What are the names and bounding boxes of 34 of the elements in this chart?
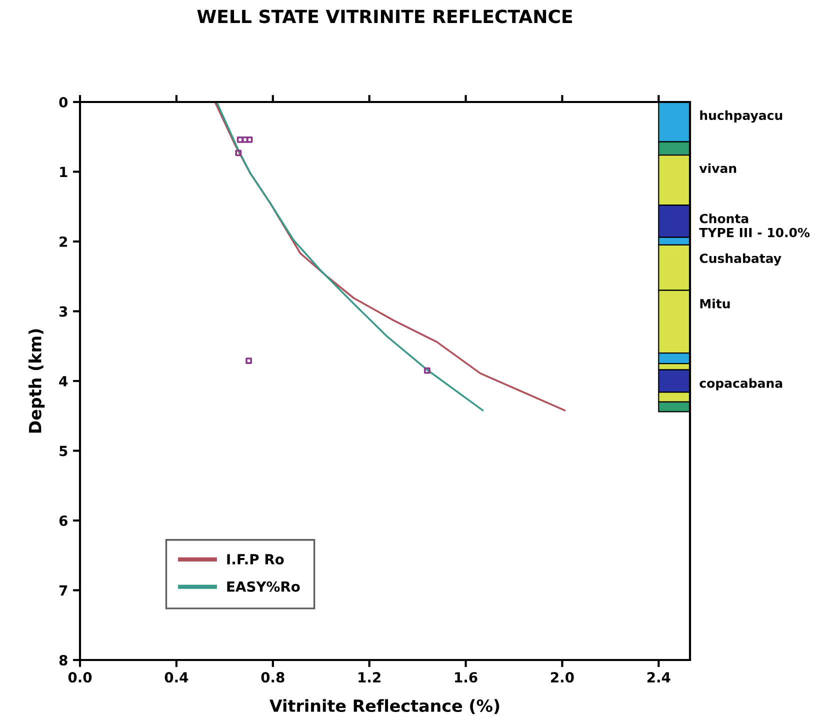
x-tick-label: 2.0 (551, 672, 574, 683)
point (236, 136, 244, 143)
band-label: copacabana (700, 378, 782, 390)
x-tick-label: 0.4 (164, 672, 188, 683)
y-tick-label: 8 (59, 654, 68, 666)
x-tick-label: 0.0 (68, 672, 92, 683)
y-tick-label: 5 (60, 446, 68, 456)
x-tick-label: 2.4 (647, 672, 670, 682)
line-series (216, 102, 484, 412)
y-tick-label: 7 (59, 585, 68, 596)
x-tick-label: 1.6 (455, 672, 478, 683)
band-label: Chonta TYPE III - 10.0% (699, 214, 810, 238)
point (235, 150, 242, 156)
band-label: Cushabatay (700, 253, 782, 266)
legend-label: I.F.P Ro (227, 554, 284, 565)
point (424, 367, 430, 374)
y-tick-label: 4 (59, 376, 68, 386)
x-axis-title: Vitrinite Reflectance (%) (270, 699, 500, 714)
point (246, 136, 253, 143)
y-tick-label: 2 (60, 236, 67, 247)
y-tick-label: 1 (60, 166, 68, 178)
x-tick-label: 0.8 (261, 672, 284, 683)
band-label: Mitu (700, 298, 730, 308)
y-tick-label: 0 (59, 96, 68, 108)
band-label: vivan (699, 163, 736, 174)
x-tick-label: 1.2 (358, 672, 380, 682)
chart-title: WELL STATE VITRINITE REFLECTANCE (197, 10, 572, 24)
y-tick-label: 6 (59, 515, 68, 526)
y-axis-title: Depth (km) (28, 329, 45, 433)
line-series (214, 102, 566, 412)
point (246, 358, 252, 364)
y-tick-label: 3 (59, 306, 68, 317)
band-label: huchpayacu (700, 110, 782, 123)
legend-label: EASY%Ro (227, 581, 300, 592)
